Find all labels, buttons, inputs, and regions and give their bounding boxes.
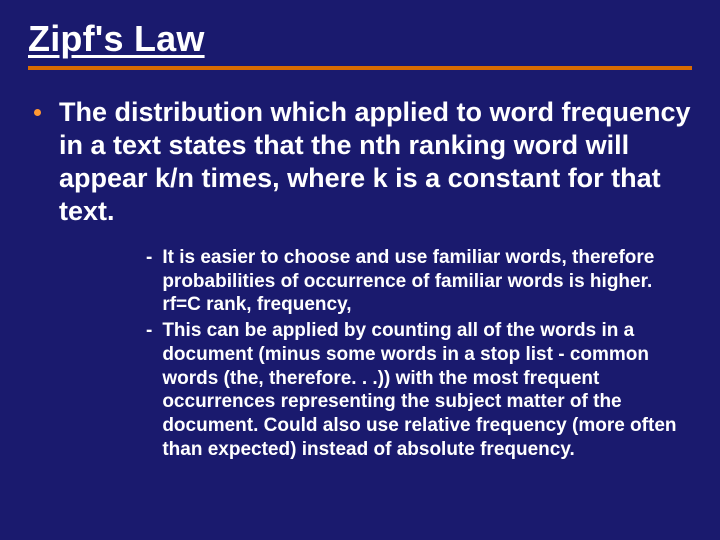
sub-bullet-text: This can be applied by counting all of t… (162, 319, 682, 462)
sub-bullet-row: - This can be applied by counting all of… (146, 319, 682, 462)
bullet-icon (34, 109, 41, 116)
dash-icon: - (146, 319, 152, 343)
sub-bullet-text: It is easier to choose and use familiar … (162, 246, 682, 317)
slide-title: Zipf's Law (28, 18, 692, 60)
sub-bullet-row: - It is easier to choose and use familia… (146, 246, 682, 317)
main-bullet-text: The distribution which applied to word f… (59, 96, 692, 228)
title-underline-rule (28, 66, 692, 70)
dash-icon: - (146, 246, 152, 270)
slide-container: Zipf's Law The distribution which applie… (0, 0, 720, 540)
sub-bullet-list: - It is easier to choose and use familia… (146, 246, 682, 462)
main-bullet-row: The distribution which applied to word f… (28, 96, 692, 228)
